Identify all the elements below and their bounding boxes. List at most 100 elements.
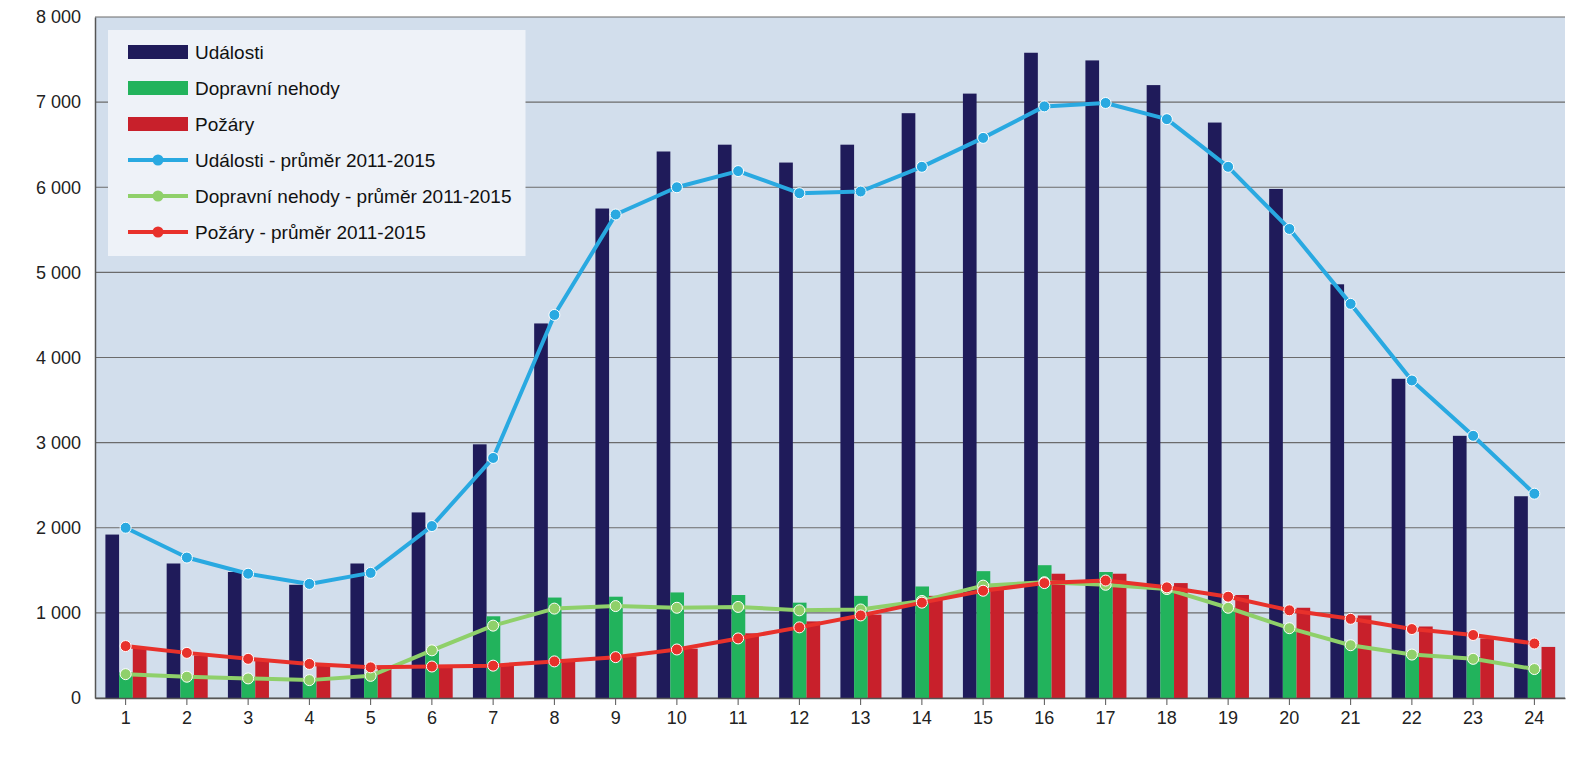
tick-mark [1289,698,1290,705]
marker [243,653,254,664]
marker [1406,375,1417,386]
marker [1406,624,1417,635]
marker [304,675,315,686]
marker [426,661,437,672]
tick: 5 [366,698,376,728]
tick-label: 17 [1096,708,1116,728]
marker [1100,97,1111,108]
bar [595,209,609,698]
tick-label: 8 000 [36,7,81,27]
tick: 13 [851,698,871,728]
bar [562,661,576,698]
bar [1099,572,1113,698]
tick-mark [921,698,922,705]
tick-mark [125,698,126,705]
marker [304,578,315,589]
legend-marker [153,155,164,166]
bar [1052,574,1066,698]
tick-label: 6 [427,708,437,728]
bar [854,596,868,698]
tick-mark [554,698,555,705]
tick-mark [1473,698,1474,705]
grid [95,17,1565,698]
x-axis: 123456789101112131415161718192021222324 [96,698,1566,728]
tick-label: 16 [1034,708,1054,728]
marker [181,552,192,563]
tick: 22 [1402,698,1422,728]
marker [1284,223,1295,234]
marker [365,567,376,578]
legend-swatch [128,81,188,95]
tick-mark [1044,698,1045,705]
tick-label: 4 [304,708,314,728]
y-axis: 01 0002 0003 0004 0005 0006 0007 0008 00… [36,7,96,708]
tick: 15 [973,698,993,728]
tick: 16 [1034,698,1054,728]
marker [855,610,866,621]
marker [426,521,437,532]
marker [1223,161,1234,172]
tick-label: 21 [1341,708,1361,728]
tick-label: 5 [366,708,376,728]
marker [794,188,805,199]
bar [684,649,698,698]
marker [488,452,499,463]
legend-label: Dopravní nehody [195,78,340,99]
tick: 9 [611,698,621,728]
marker [120,669,131,680]
tick-label: 22 [1402,708,1422,728]
grid-line [95,527,1565,528]
marker [610,652,621,663]
marker [1345,613,1356,624]
tick-mark [983,698,984,705]
marker [794,605,805,616]
tick-label: 15 [973,708,993,728]
tick: 7 [488,698,498,728]
bar [609,597,623,698]
tick-label: 12 [789,708,809,728]
tick: 7 000 [36,92,95,112]
bar [1038,565,1052,698]
marker [1468,653,1479,664]
tick: 23 [1463,698,1483,728]
marker [1161,582,1172,593]
bar [1542,647,1556,698]
marker [733,166,744,177]
tick-label: 6 000 [36,178,81,198]
marker [671,182,682,193]
tick-mark [1411,698,1412,705]
marker [549,656,560,667]
tick-mark [1534,698,1535,705]
tick-mark [676,698,677,705]
bar [915,586,929,698]
bar-series [105,53,1527,698]
tick: 10 [667,698,687,728]
bar [1208,123,1222,698]
axis-line [96,698,1566,700]
tick-label: 11 [729,708,748,728]
bar [1419,626,1433,698]
tick-label: 19 [1218,708,1238,728]
tick-label: 7 [488,708,498,728]
tick: 1 000 [36,603,95,623]
bar [902,113,916,698]
tick-label: 3 [243,708,253,728]
tick: 4 000 [36,348,95,368]
tick-mark [248,698,249,705]
tick: 17 [1096,698,1116,728]
marker [1039,577,1050,588]
tick-label: 7 000 [36,92,81,112]
bar [1283,628,1297,698]
tick-label: 4 000 [36,348,81,368]
tick-label: 10 [667,708,687,728]
marker [1100,575,1111,586]
tick-label: 1 [121,708,131,728]
bar [807,621,821,698]
marker [733,601,744,612]
tick: 1 [121,698,131,728]
legend-label: Události [195,42,264,63]
marker [733,633,744,644]
grid-line [95,442,1565,443]
marker [120,522,131,533]
tick-mark [1228,698,1229,705]
